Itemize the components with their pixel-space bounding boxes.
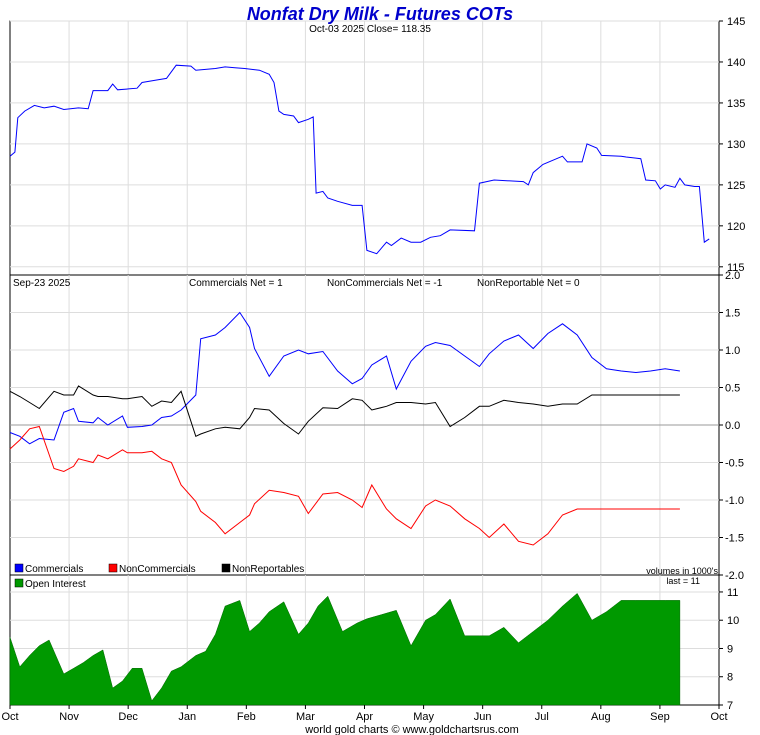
legend-swatch-noncommercials [108, 563, 118, 573]
commercials-line [9, 311, 680, 445]
y-tick-label: 135 [727, 98, 745, 110]
y-tick-label: -1.5 [725, 533, 744, 545]
last-value-note: last = 11 [666, 576, 700, 586]
x-tick-label: Jan [178, 711, 196, 723]
y-tick-label: 7 [727, 700, 733, 712]
x-axis: Oct Nov Dec Jan Feb Mar Apr May Jun Jul Aug Sep Oct [1, 705, 728, 723]
y-tick-label: 1.5 [725, 308, 740, 320]
x-tick-label: Jul [535, 711, 549, 723]
y-tick-label: 10 [727, 615, 739, 627]
price-grid [10, 20, 719, 275]
open-interest-panel: 7 8 9 10 11 Open Interest last = 11 [9, 574, 739, 712]
price-close-label: Oct-03 2025 Close= 118.35 [309, 24, 431, 35]
price-panel: 115 120 125 130 135 140 145 Nonfat Dry Milk - … [9, 4, 745, 276]
y-tick-label: 9 [727, 643, 733, 655]
y-tick-label: -0.5 [725, 458, 744, 470]
y-tick-label: 2.0 [725, 270, 740, 282]
y-tick-label: 115 [727, 262, 745, 274]
cot-legend: Commercials NonCommercials NonReportable… [14, 563, 304, 575]
legend-swatch-nonreportables [221, 563, 231, 573]
legend-commercials: Commercials [25, 564, 83, 575]
oi-series [9, 593, 681, 706]
y-tick-label: 1.0 [725, 345, 740, 357]
nonreportable-net-readout: NonReportable Net = 0 [477, 278, 580, 289]
x-tick-label: Mar [296, 711, 315, 723]
y-tick-label: 120 [727, 221, 745, 233]
legend-noncommercials: NonCommercials [119, 564, 196, 575]
y-tick-label: 145 [727, 16, 745, 28]
x-tick-label: Oct [1, 711, 18, 723]
y-tick-label: 11 [727, 587, 738, 599]
cot-y-ticks: 2.0 1.5 1.0 0.5 0.0 -0.5 -1.0 -1.5 -2.0 [719, 270, 744, 582]
noncommercials-net-readout: NonCommercials Net = -1 [327, 278, 443, 289]
y-tick-label: 8 [727, 672, 733, 684]
price-series [9, 64, 710, 255]
oi-y-ticks: 7 8 9 10 11 [719, 587, 739, 712]
x-tick-label: Jun [474, 711, 492, 723]
volumes-note: volumes in 1000's [646, 566, 718, 576]
y-tick-label: 0.0 [725, 420, 740, 432]
y-tick-label: 125 [727, 180, 745, 192]
chart-title: Nonfat Dry Milk - Futures COTs [247, 4, 513, 24]
x-tick-label: Aug [591, 711, 611, 723]
noncommercials-line [9, 425, 680, 546]
cot-date-label: Sep-23 2025 [13, 278, 71, 289]
legend-nonreportables: NonReportables [232, 564, 304, 575]
legend-swatch-commercials [14, 563, 24, 573]
y-tick-label: 140 [727, 57, 745, 69]
x-tick-label: Feb [237, 711, 256, 723]
y-tick-label: -2.0 [725, 570, 744, 582]
nonreportables-line [9, 385, 680, 437]
x-tick-label: May [413, 711, 434, 723]
price-close-line [9, 64, 710, 255]
x-tick-label: Nov [59, 711, 79, 723]
y-tick-label: 130 [727, 139, 745, 151]
cot-panel: 2.0 1.5 1.0 0.5 0.0 -0.5 -1.0 -1.5 -2.0 Sep-23 2… [9, 270, 744, 582]
x-tick-label: Apr [356, 711, 373, 723]
y-tick-label: 0.5 [725, 383, 740, 395]
x-tick-label: Sep [650, 711, 670, 723]
price-y-ticks: 115 120 125 130 135 140 145 [719, 16, 745, 274]
cot-series [9, 311, 680, 546]
y-tick-label: -1.0 [725, 495, 744, 507]
commercials-net-readout: Commercials Net = 1 [189, 278, 283, 289]
legend-swatch-open-interest [14, 578, 24, 588]
x-tick-label: Oct [710, 711, 727, 723]
legend-open-interest: Open Interest [25, 579, 86, 590]
x-tick-label: Dec [118, 711, 138, 723]
open-interest-area [9, 593, 681, 706]
footer-credit: world gold charts © www.goldchartsrus.co… [304, 724, 519, 735]
